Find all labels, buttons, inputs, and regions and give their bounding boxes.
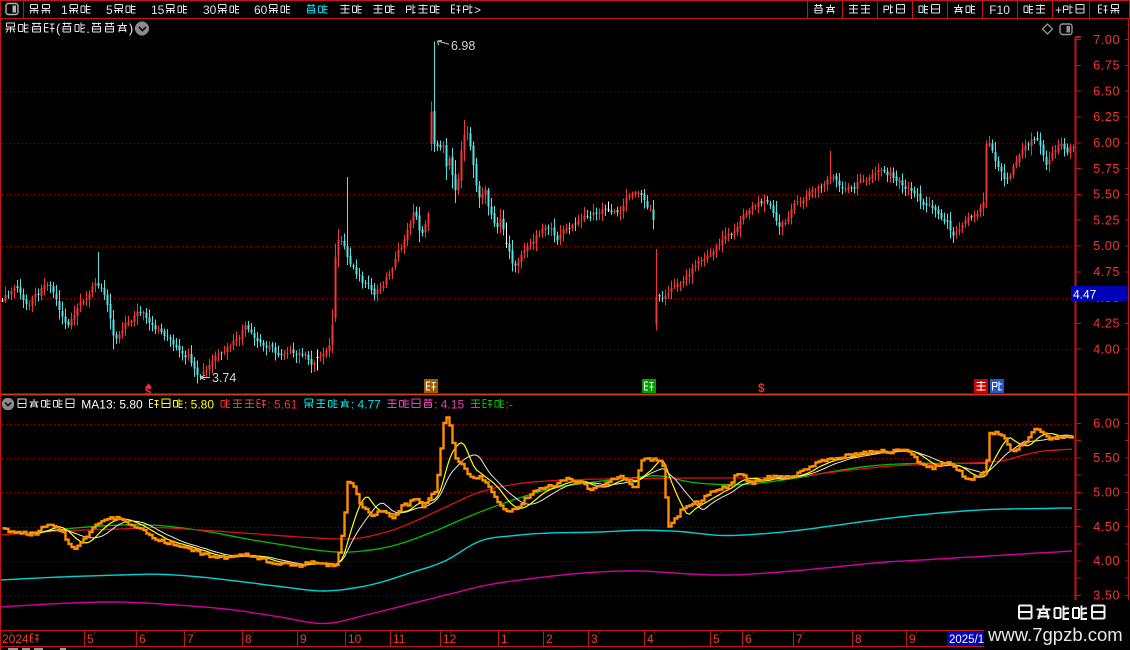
svg-text::-: :- — [506, 398, 513, 412]
svg-text:4.75: 4.75 — [1093, 265, 1120, 279]
svg-text:www.7gpzb.com: www.7gpzb.com — [987, 624, 1123, 645]
svg-text:5: 5 — [713, 632, 720, 646]
svg-text:5.75: 5.75 — [1093, 162, 1120, 176]
svg-text:4.25: 4.25 — [1093, 317, 1120, 331]
svg-text:3.74: 3.74 — [212, 371, 236, 385]
svg-text:4.47: 4.47 — [1073, 288, 1097, 302]
svg-text:12: 12 — [443, 632, 457, 646]
svg-text:$: $ — [145, 386, 151, 398]
svg-text:6.98: 6.98 — [451, 39, 475, 53]
svg-text:5.25: 5.25 — [1093, 213, 1120, 227]
svg-text:$: $ — [758, 381, 765, 395]
svg-text:15: 15 — [151, 3, 165, 17]
svg-text:8: 8 — [855, 632, 862, 646]
svg-text:7: 7 — [187, 632, 194, 646]
svg-text:10: 10 — [348, 632, 362, 646]
svg-text:8: 8 — [245, 632, 252, 646]
svg-text:1: 1 — [501, 632, 508, 646]
svg-text:4: 4 — [647, 632, 654, 646]
svg-text:9: 9 — [300, 632, 307, 646]
svg-text:6.25: 6.25 — [1093, 110, 1120, 124]
svg-text:6: 6 — [139, 632, 146, 646]
svg-text:6.75: 6.75 — [1093, 59, 1120, 73]
svg-text:: 4.15: : 4.15 — [434, 398, 464, 412]
svg-text:: 5.61: : 5.61 — [267, 398, 297, 412]
svg-text:): ) — [129, 21, 133, 36]
svg-text:5.00: 5.00 — [1093, 486, 1120, 500]
svg-text:9: 9 — [909, 632, 916, 646]
svg-text:4.00: 4.00 — [1093, 342, 1120, 356]
svg-text:MA13: 5.80: MA13: 5.80 — [81, 398, 143, 412]
svg-text:2024: 2024 — [2, 632, 29, 646]
svg-text:6: 6 — [745, 632, 752, 646]
svg-text:1: 1 — [61, 3, 68, 17]
svg-text:3.50: 3.50 — [1093, 589, 1120, 603]
svg-text:6.00: 6.00 — [1093, 136, 1120, 150]
svg-text:3: 3 — [591, 632, 598, 646]
svg-text:+: + — [1055, 3, 1062, 17]
svg-text:: 5.80: : 5.80 — [184, 398, 214, 412]
svg-text:(: ( — [56, 21, 61, 36]
svg-text:30: 30 — [203, 3, 217, 17]
svg-text:7.00: 7.00 — [1093, 33, 1120, 47]
svg-text:5.50: 5.50 — [1093, 188, 1120, 202]
svg-text:6.50: 6.50 — [1093, 84, 1120, 98]
svg-text:2025/1: 2025/1 — [949, 634, 984, 646]
svg-text:>: > — [474, 3, 481, 17]
svg-text:4.50: 4.50 — [1093, 520, 1120, 534]
svg-text:5: 5 — [87, 632, 94, 646]
svg-text:5.00: 5.00 — [1093, 239, 1120, 253]
svg-text:6.00: 6.00 — [1093, 417, 1120, 431]
svg-text:: 4.77: : 4.77 — [351, 398, 381, 412]
svg-text:4.00: 4.00 — [1093, 554, 1120, 568]
svg-text:7: 7 — [796, 632, 803, 646]
svg-text:5: 5 — [106, 3, 113, 17]
svg-text:5.50: 5.50 — [1093, 451, 1120, 465]
svg-text:2: 2 — [546, 632, 553, 646]
svg-text:11: 11 — [393, 632, 406, 646]
svg-text:60: 60 — [254, 3, 268, 17]
svg-text:.: . — [86, 21, 90, 36]
svg-text:F10: F10 — [989, 3, 1010, 17]
